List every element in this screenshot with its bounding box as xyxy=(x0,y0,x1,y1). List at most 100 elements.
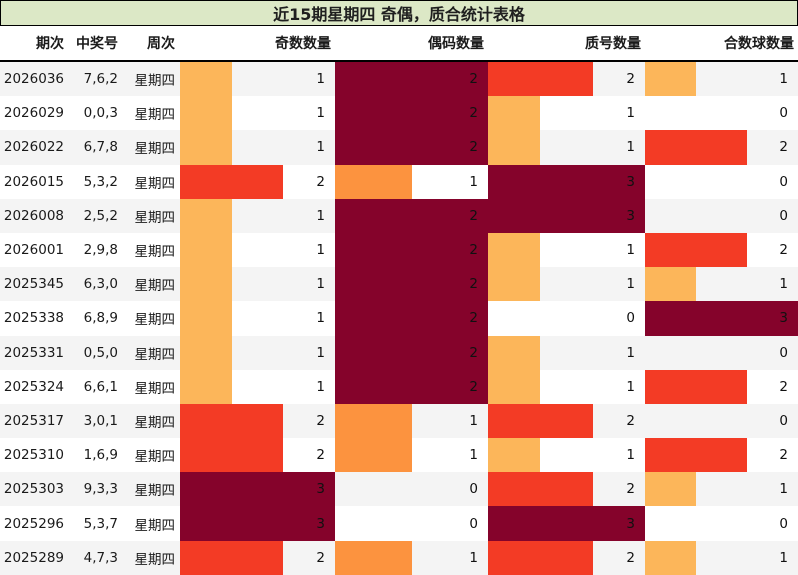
even-count-cell: 1 xyxy=(335,438,488,473)
prime-count-value: 1 xyxy=(626,447,635,464)
winning-number-cell: 0,5,0 xyxy=(83,344,118,361)
period-cell: 2025331 xyxy=(3,344,64,361)
col-header-odd-count: 奇数数量 xyxy=(275,36,331,52)
even-count-value: 2 xyxy=(469,344,478,361)
winning-number-cell: 6,7,8 xyxy=(83,139,118,156)
even-count-value: 0 xyxy=(469,481,478,498)
prime-count-bar xyxy=(488,267,541,302)
odd-count-cell: 2 xyxy=(180,403,335,439)
winning-number-cell: 6,8,9 xyxy=(83,310,118,327)
odd-count-cell: 1 xyxy=(180,369,335,404)
winning-number-cell: 6,6,1 xyxy=(83,378,118,395)
week-cell: 星期四 xyxy=(134,141,176,158)
odd-count-value: 2 xyxy=(316,447,325,464)
table-title: 近15期星期四 奇偶，质合统计表格 xyxy=(0,0,798,26)
even-count-cell: 0 xyxy=(335,472,488,506)
prime-count-value: 3 xyxy=(626,173,635,190)
col-header-even-count: 偶码数量 xyxy=(428,36,484,52)
table-row: 2025324 6,6,1 星期四 1 2 1 2 xyxy=(0,369,798,404)
winning-number-cell: 7,6,2 xyxy=(83,71,118,88)
prime-count-value: 0 xyxy=(626,310,635,327)
even-count-cell: 2 xyxy=(335,369,488,404)
winning-number-cell: 0,0,3 xyxy=(83,105,118,122)
prime-count-value: 1 xyxy=(626,242,635,259)
even-count-cell: 2 xyxy=(335,130,488,165)
odd-count-bar xyxy=(180,369,232,404)
week-cell: 星期四 xyxy=(134,414,176,431)
odd-count-value: 1 xyxy=(316,378,325,395)
odd-count-bar xyxy=(180,301,232,336)
even-count-bar xyxy=(335,164,412,199)
composite-count-cell: 0 xyxy=(645,404,798,438)
winning-number-cell: 1,6,9 xyxy=(83,447,118,464)
prime-count-cell: 1 xyxy=(488,96,645,131)
even-count-value: 0 xyxy=(469,515,478,532)
winning-number-cell: 2,9,8 xyxy=(83,242,118,259)
prime-count-bar xyxy=(488,164,645,199)
table-header: 期次 中奖号 周次 奇数数量 偶码数量 质号数量 合数球数量 xyxy=(0,26,798,62)
odd-count-value: 1 xyxy=(316,344,325,361)
prime-count-value: 1 xyxy=(626,139,635,156)
even-count-value: 2 xyxy=(469,71,478,88)
odd-count-value: 2 xyxy=(316,549,325,566)
odd-count-bar xyxy=(180,335,232,370)
composite-count-cell: 2 xyxy=(645,438,798,473)
prime-count-value: 2 xyxy=(626,549,635,566)
prime-count-value: 2 xyxy=(626,71,635,88)
odd-count-bar xyxy=(180,438,284,473)
week-cell: 星期四 xyxy=(134,73,176,90)
odd-count-value: 1 xyxy=(316,276,325,293)
odd-count-bar xyxy=(180,232,232,268)
period-cell: 2026029 xyxy=(3,105,64,122)
prime-count-bar xyxy=(488,403,593,439)
even-count-bar xyxy=(335,438,412,473)
odd-count-cell: 3 xyxy=(180,472,335,507)
prime-count-bar xyxy=(488,335,541,370)
composite-count-bar xyxy=(645,438,747,473)
prime-count-bar xyxy=(488,130,541,165)
prime-count-cell: 2 xyxy=(488,62,645,97)
composite-count-cell: 0 xyxy=(645,336,798,370)
period-cell: 2025310 xyxy=(3,447,64,464)
composite-count-bar xyxy=(645,540,696,575)
composite-count-bar xyxy=(645,472,696,507)
period-cell: 2025289 xyxy=(3,549,64,566)
composite-count-cell: 1 xyxy=(645,62,798,97)
odd-count-bar xyxy=(180,96,232,131)
even-count-value: 2 xyxy=(469,242,478,259)
composite-count-bar xyxy=(645,232,747,268)
prime-count-value: 1 xyxy=(626,378,635,395)
table-row: 2026008 2,5,2 星期四 1 2 3 0 xyxy=(0,198,798,233)
prime-count-value: 1 xyxy=(626,344,635,361)
period-cell: 2025296 xyxy=(3,515,64,532)
prime-count-bar xyxy=(488,198,645,233)
prime-count-value: 1 xyxy=(626,276,635,293)
prime-count-bar xyxy=(488,232,541,268)
table-row: 2025296 5,3,7 星期四 3 0 3 0 xyxy=(0,506,798,541)
even-count-cell: 2 xyxy=(335,62,488,97)
composite-count-cell: 3 xyxy=(645,301,798,336)
odd-count-cell: 1 xyxy=(180,62,335,97)
odd-count-bar xyxy=(180,506,335,541)
even-count-cell: 1 xyxy=(335,540,488,575)
period-cell: 2026022 xyxy=(3,139,64,156)
even-count-cell: 0 xyxy=(335,506,488,540)
prime-count-bar xyxy=(488,96,541,131)
table-row: 2025310 1,6,9 星期四 2 1 1 2 xyxy=(0,438,798,473)
odd-count-value: 1 xyxy=(316,310,325,327)
period-cell: 2026015 xyxy=(3,173,64,190)
period-cell: 2026001 xyxy=(3,242,64,259)
period-cell: 2025317 xyxy=(3,412,64,429)
even-count-value: 2 xyxy=(469,310,478,327)
composite-count-value: 1 xyxy=(779,481,788,498)
even-count-value: 2 xyxy=(469,139,478,156)
col-header-prime-count: 质号数量 xyxy=(585,36,641,52)
table-row: 2026001 2,9,8 星期四 1 2 1 2 xyxy=(0,232,798,268)
odd-count-cell: 1 xyxy=(180,301,335,336)
period-cell: 2025345 xyxy=(3,276,64,293)
col-header-winning-number: 中奖号 xyxy=(76,36,118,52)
composite-count-cell: 0 xyxy=(645,96,798,130)
table-row: 2025331 0,5,0 星期四 1 2 1 0 xyxy=(0,335,798,370)
winning-number-cell: 5,3,7 xyxy=(83,515,118,532)
